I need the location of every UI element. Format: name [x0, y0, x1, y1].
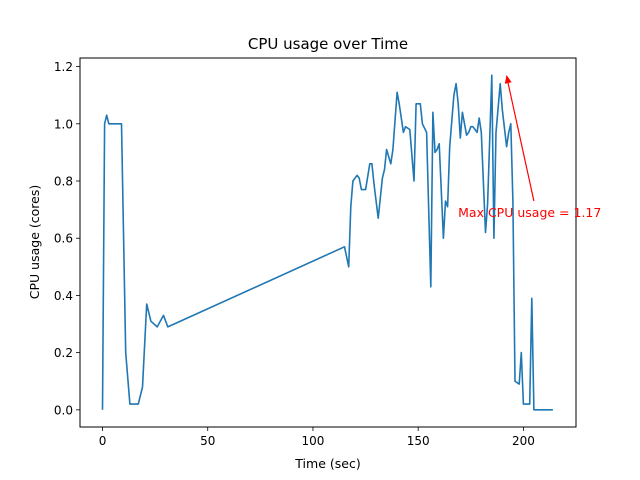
max-annotation: Max CPU usage = 1.17 — [458, 75, 601, 220]
y-tick-label: 0.2 — [54, 346, 73, 360]
annotation-arrowhead — [504, 75, 512, 84]
y-tick-label: 1.2 — [54, 60, 73, 74]
series-line-0 — [101, 74, 553, 411]
x-tick-label: 200 — [512, 434, 535, 448]
annotation-label: Max CPU usage = 1.17 — [458, 205, 601, 220]
x-tick-label: 0 — [99, 434, 107, 448]
y-tick-label: 0.8 — [54, 175, 73, 189]
x-axis-label: Time (sec) — [294, 456, 360, 471]
x-axis: 0 50 100 150 200 — [99, 427, 535, 448]
plot-frame — [79, 57, 577, 428]
y-tick-label: 0.4 — [54, 289, 73, 303]
y-tick-label: 0.0 — [54, 403, 73, 417]
y-tick-label: 0.6 — [54, 232, 73, 246]
plot-area — [101, 74, 553, 411]
x-tick-label: 100 — [302, 434, 325, 448]
y-tick-label: 1.0 — [54, 117, 73, 131]
y-axis: 0.0 0.2 0.4 0.6 0.8 1.0 1.2 — [54, 60, 80, 417]
y-axis-label: CPU usage (cores) — [27, 185, 42, 299]
chart-title: CPU usage over Time — [248, 35, 408, 53]
x-tick-label: 50 — [200, 434, 215, 448]
x-tick-label: 150 — [407, 434, 430, 448]
annotation-arrow — [505, 76, 535, 202]
